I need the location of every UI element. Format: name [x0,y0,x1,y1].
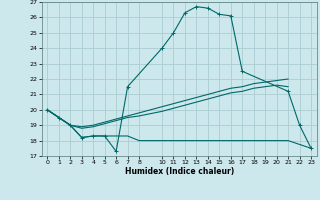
X-axis label: Humidex (Indice chaleur): Humidex (Indice chaleur) [124,167,234,176]
